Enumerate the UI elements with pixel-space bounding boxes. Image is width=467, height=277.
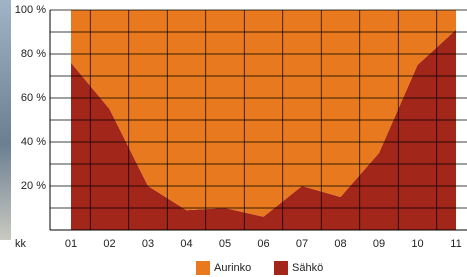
- y-tick-label: 60 %: [21, 92, 46, 104]
- y-tick-label: 80 %: [21, 48, 46, 60]
- x-tick-label: 08: [334, 238, 346, 250]
- x-tick-label: 09: [373, 238, 385, 250]
- chart: kk 20 % 40 % 60 % 80 % 100 % 01 02 03 04 05 06 07 08…: [0, 0, 467, 277]
- x-tick-label: 06: [257, 238, 269, 250]
- x-tick-label: 01: [65, 238, 77, 250]
- photo-strip: [0, 0, 11, 240]
- x-tick-label: 10: [411, 238, 423, 250]
- x-tick-label: 02: [103, 238, 115, 250]
- x-tick-label: 07: [296, 238, 308, 250]
- x-tick-label: 11: [450, 238, 461, 250]
- legend-label: Sähkö: [292, 262, 323, 274]
- x-axis-label: kk: [15, 238, 27, 250]
- legend-swatch: [196, 261, 210, 275]
- y-tick-label: 40 %: [21, 136, 46, 148]
- legend-label: Aurinko: [214, 262, 251, 274]
- x-tick-label: 03: [142, 238, 154, 250]
- y-tick-label: 20 %: [21, 180, 46, 192]
- x-tick-label: 05: [219, 238, 231, 250]
- x-tick-label: 04: [180, 238, 192, 250]
- legend-swatch: [274, 261, 288, 275]
- y-tick-label: 100 %: [15, 4, 46, 16]
